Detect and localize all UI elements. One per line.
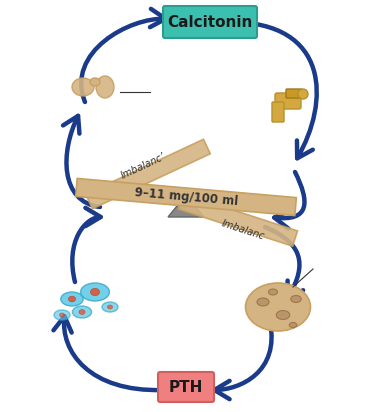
FancyBboxPatch shape [275,93,301,109]
Ellipse shape [289,323,297,328]
Ellipse shape [79,309,85,314]
Ellipse shape [90,288,99,295]
FancyArrowPatch shape [63,116,100,207]
Ellipse shape [96,76,114,98]
FancyBboxPatch shape [272,102,284,122]
FancyBboxPatch shape [158,372,214,402]
Polygon shape [76,178,296,215]
Ellipse shape [257,298,269,306]
Polygon shape [86,139,210,209]
Ellipse shape [73,306,92,318]
FancyArrowPatch shape [214,322,272,399]
Text: Imbalanc: Imbalanc [220,218,266,242]
Polygon shape [168,195,204,217]
Ellipse shape [60,313,64,317]
FancyArrowPatch shape [81,9,166,102]
Text: 9–11 mg/100 ml: 9–11 mg/100 ml [134,186,238,208]
FancyBboxPatch shape [286,89,302,98]
Ellipse shape [269,289,278,295]
Ellipse shape [246,283,311,331]
Ellipse shape [108,305,112,309]
FancyArrowPatch shape [274,172,304,229]
Text: Calcitonin: Calcitonin [167,14,253,30]
FancyBboxPatch shape [163,6,257,38]
FancyArrowPatch shape [230,22,317,158]
Ellipse shape [72,78,94,96]
Ellipse shape [61,292,83,306]
Ellipse shape [90,78,100,86]
Ellipse shape [291,295,301,302]
Ellipse shape [276,311,290,319]
FancyArrowPatch shape [54,316,162,390]
FancyArrowPatch shape [265,227,303,298]
Text: PTH: PTH [169,379,203,395]
Ellipse shape [68,296,76,302]
Ellipse shape [54,310,70,320]
Circle shape [298,89,308,99]
FancyArrowPatch shape [72,208,101,282]
Polygon shape [179,194,298,246]
Text: Imbalanc’: Imbalanc’ [119,151,167,181]
Ellipse shape [102,302,118,312]
Ellipse shape [81,283,109,301]
